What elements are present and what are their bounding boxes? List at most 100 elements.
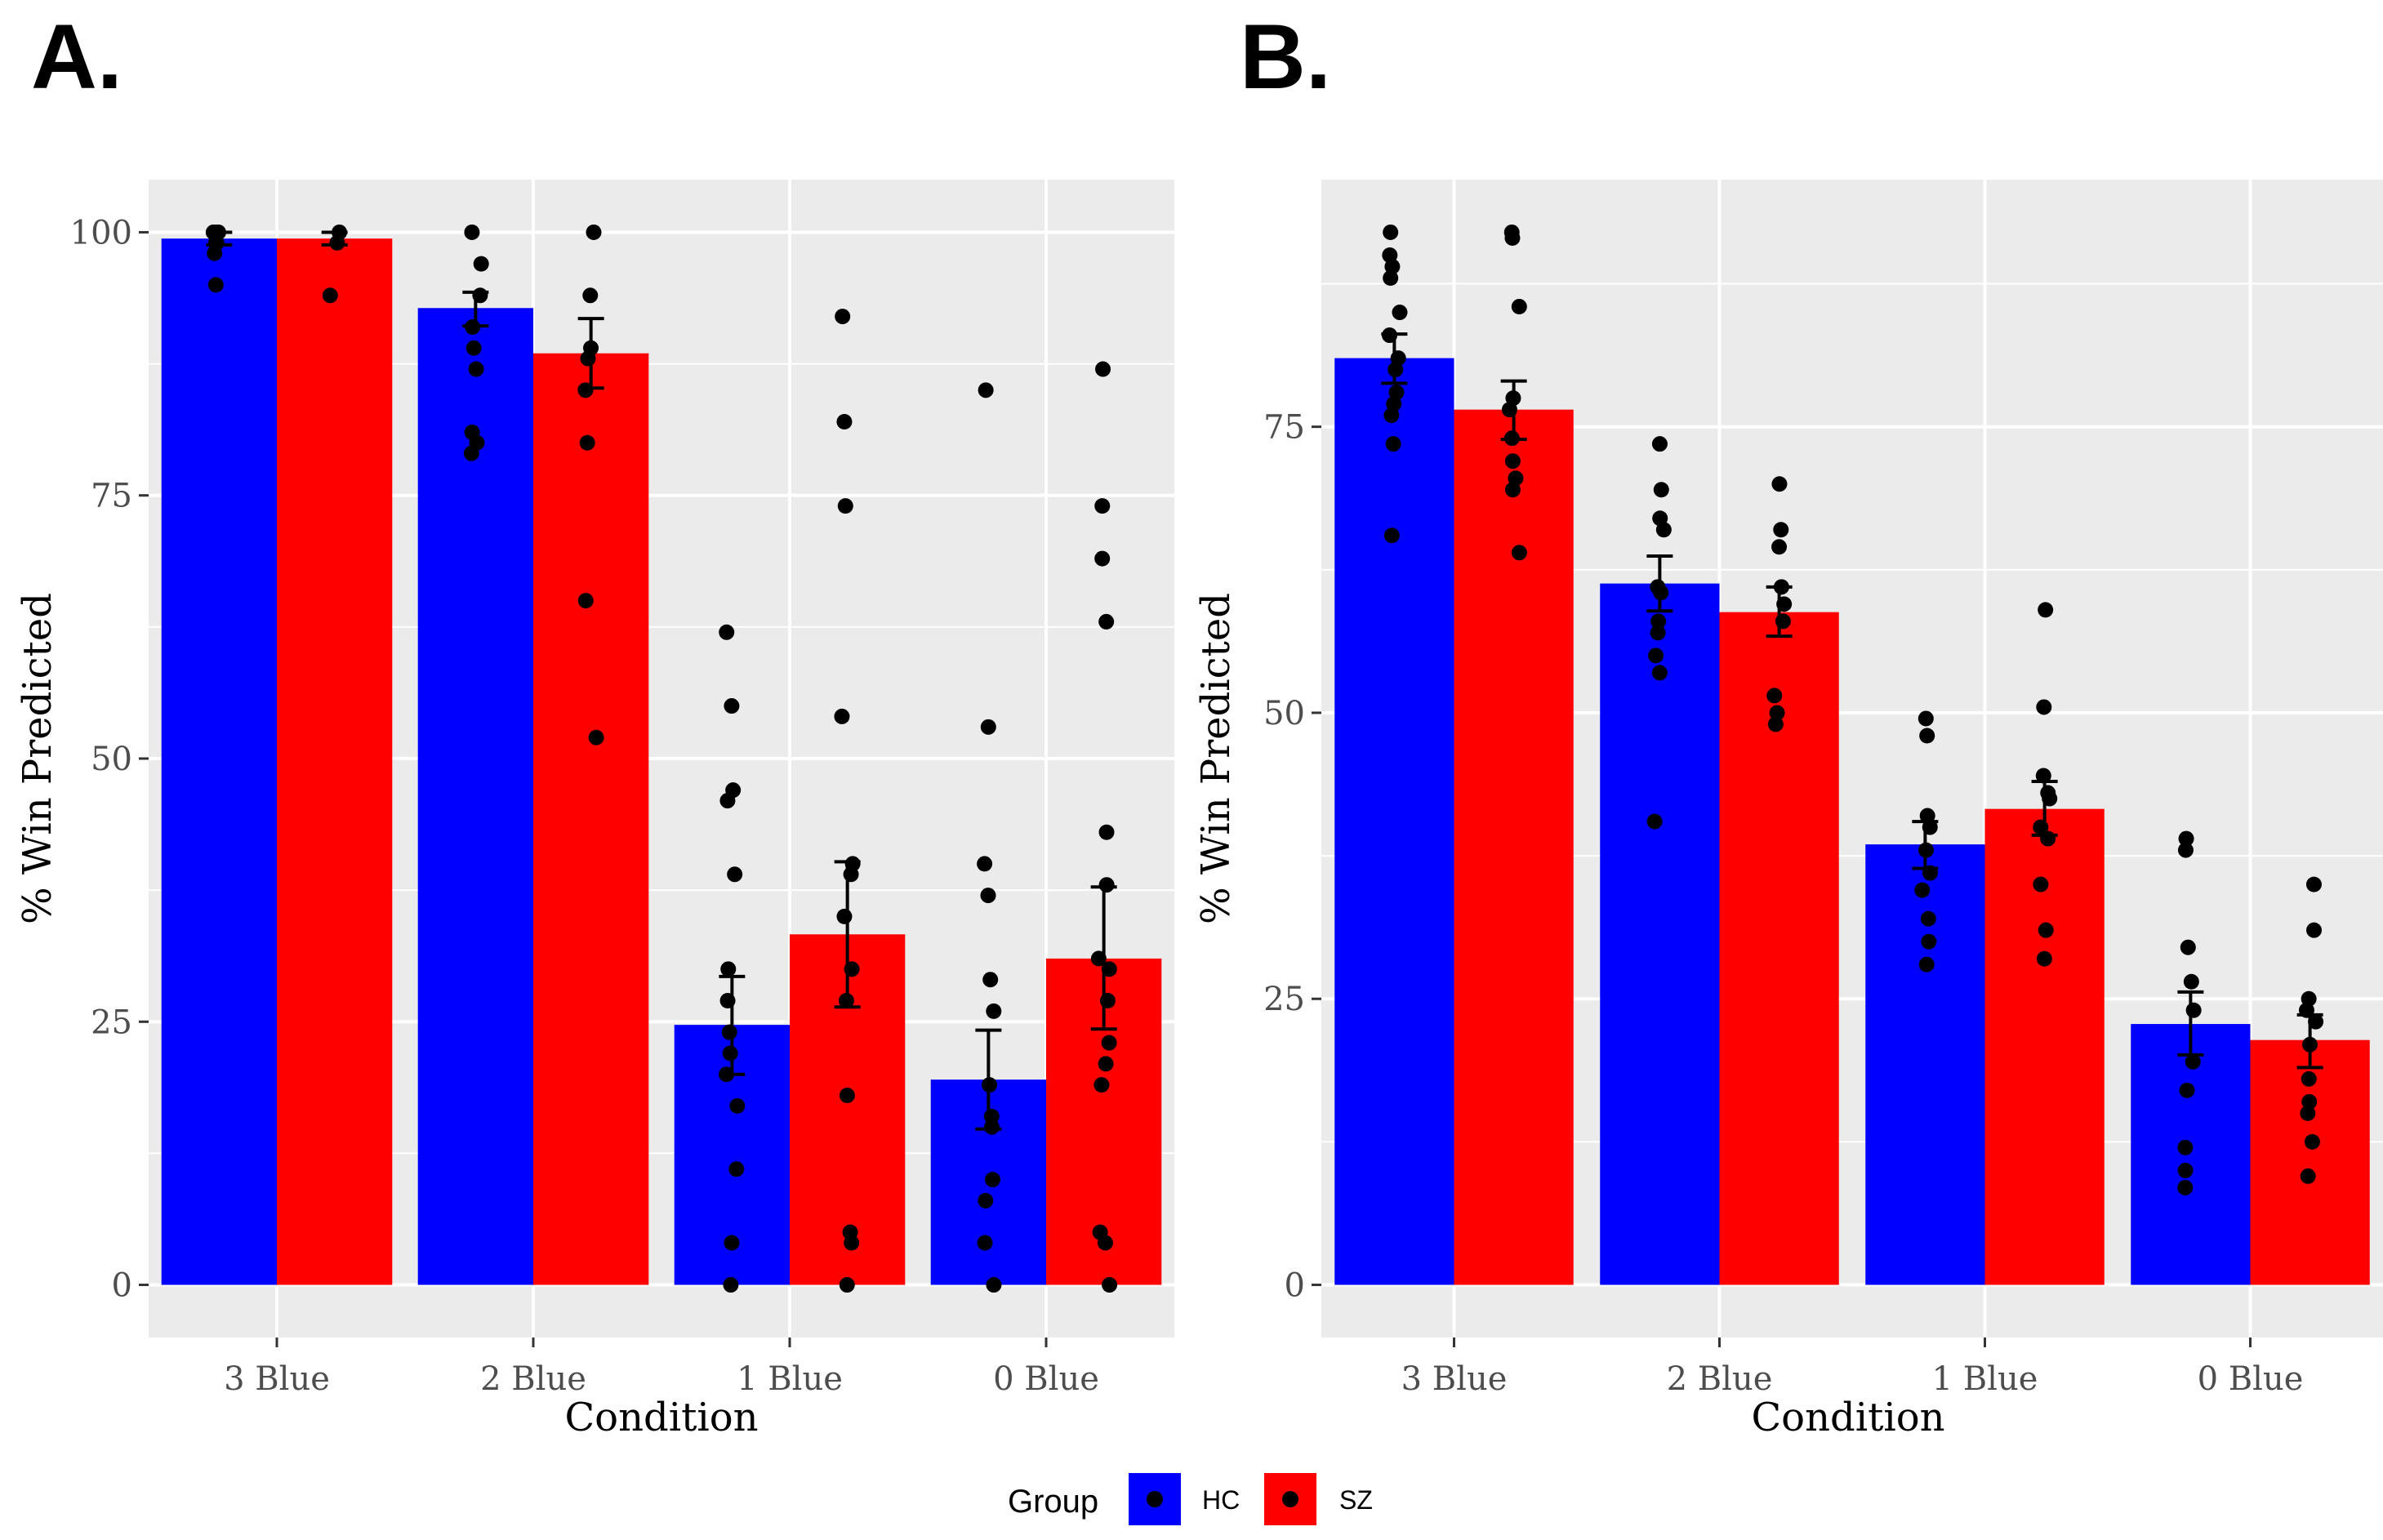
data-point-hc [1383,224,1399,240]
bar-sz [533,353,649,1285]
data-point-sz [579,434,595,451]
data-point-sz [580,350,596,367]
data-point-hc [728,1161,745,1177]
data-point-sz [586,224,602,240]
data-point-hc [727,866,743,883]
panel-a-x-axis-title: Condition [564,1395,758,1440]
panel-a-points [205,224,1118,1293]
data-point-hc [980,719,996,735]
data-point-sz [1504,453,1521,470]
data-point-hc [977,1235,993,1251]
data-point-sz [837,498,853,514]
data-point-hc [983,1119,1000,1135]
y-tick-label: 25 [1263,981,1305,1018]
data-point-sz [1094,498,1111,514]
data-point-hc [463,445,479,461]
data-point-sz [2306,922,2323,938]
x-tick-label: 3 Blue [1401,1360,1508,1398]
panel-b-bars [1334,358,2370,1285]
data-point-hc [1384,258,1401,274]
legend-label-sz: SZ [1339,1485,1373,1515]
bar-hc [1600,583,1720,1285]
data-point-sz [2036,699,2052,715]
bar-hc [1334,358,1454,1285]
data-point-sz [834,708,850,724]
data-point-hc [2185,1053,2201,1070]
data-point-hc [1650,613,1667,630]
data-point-hc [719,793,736,809]
data-point-sz [1098,613,1115,630]
data-point-hc [1920,910,1936,927]
data-point-sz [1094,1077,1110,1093]
y-tick-label: 100 [70,214,132,251]
data-point-hc [2179,1082,2195,1098]
data-point-sz [836,413,853,430]
data-point-sz [2300,1105,2316,1121]
data-point-hc [2178,830,2194,847]
data-point-hc [1383,407,1400,424]
y-tick-label: 75 [91,478,132,515]
panel-a-label: A. [31,6,122,108]
y-tick-label: 50 [91,741,132,778]
data-point-hc [465,340,482,356]
data-point-hc [2177,1162,2194,1178]
data-point-sz [2038,922,2054,938]
data-point-hc [724,698,740,714]
data-point-hc [2177,842,2194,858]
data-point-sz [1094,550,1111,567]
x-tick-label: 1 Blue [737,1360,843,1398]
data-point-hc [2180,939,2196,955]
panel-a-y-axis-title: % Win Predicted [15,593,60,924]
data-point-hc [1918,710,1934,727]
data-point-hc [2185,1002,2202,1018]
data-point-sz [843,866,859,883]
data-point-hc [1918,956,1935,973]
data-point-hc [1651,436,1668,452]
panel-a-axes: 0 25 50 75 100 3 Blue 2 Blue 1 Blue 0 Blue [70,214,1099,1398]
data-point-hc [720,961,737,977]
data-point-sz [1504,229,1521,246]
bar-sz [1454,409,1574,1285]
data-point-sz [2301,1093,2318,1110]
data-point-sz [1098,1056,1114,1072]
data-point-sz [577,593,594,609]
panel-b-error-bars [1381,332,2323,1070]
data-point-hc [977,856,993,872]
data-point-hc [984,1172,1000,1188]
data-point-sz [2033,876,2049,892]
data-point-sz [2035,768,2051,784]
data-point-sz [1098,877,1115,893]
data-point-sz [1771,476,1788,492]
data-point-hc [1914,882,1931,898]
data-point-sz [588,729,604,746]
data-point-hc [729,1097,746,1114]
x-tick-label: 3 Blue [224,1360,330,1398]
x-tick-label: 0 Blue [993,1360,1099,1398]
data-point-sz [1095,361,1111,377]
data-point-hc [978,1192,994,1208]
data-point-hc [982,972,999,988]
data-point-hc [1921,933,1937,950]
x-tick-label: 0 Blue [2198,1360,2304,1398]
x-tick-label: 2 Blue [480,1360,586,1398]
data-point-hc [724,1235,740,1251]
data-point-sz [1504,482,1521,498]
y-tick-label: 0 [1285,1267,1305,1305]
panel-b-label: B. [1240,6,1331,108]
data-point-hc [978,382,994,398]
data-point-hc [722,1045,738,1062]
y-tick-label: 25 [91,1004,132,1041]
data-point-sz [2304,1133,2320,1150]
data-point-hc [986,1003,1002,1019]
data-point-hc [980,888,996,904]
panel-b-x-axis-title: Condition [1751,1395,1944,1440]
x-tick-label: 2 Blue [1667,1360,1773,1398]
legend: Group HC SZ [1008,1473,1373,1525]
data-point-sz [1771,539,1788,555]
data-point-sz [2300,1168,2316,1184]
bar-hc [417,308,533,1285]
data-point-sz [1773,522,1789,538]
data-point-hc [1653,482,1669,498]
data-point-hc [1655,522,1672,538]
bar-hc [161,238,277,1285]
